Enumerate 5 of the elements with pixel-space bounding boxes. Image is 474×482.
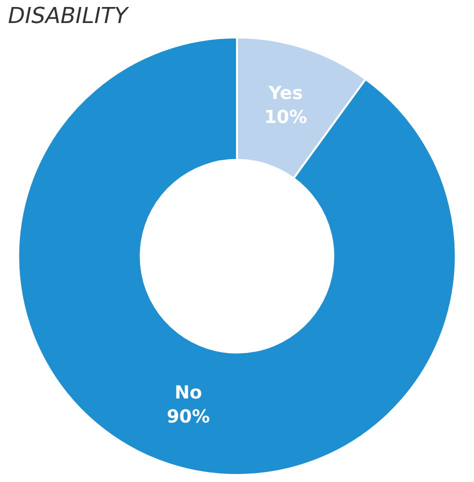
slice-label: Yes: [268, 83, 303, 104]
data-label: 90%: [166, 406, 210, 428]
slice-label: No: [174, 382, 202, 404]
data-label: 10%: [264, 107, 308, 128]
chart-title: DISABILITY: [8, 4, 130, 29]
